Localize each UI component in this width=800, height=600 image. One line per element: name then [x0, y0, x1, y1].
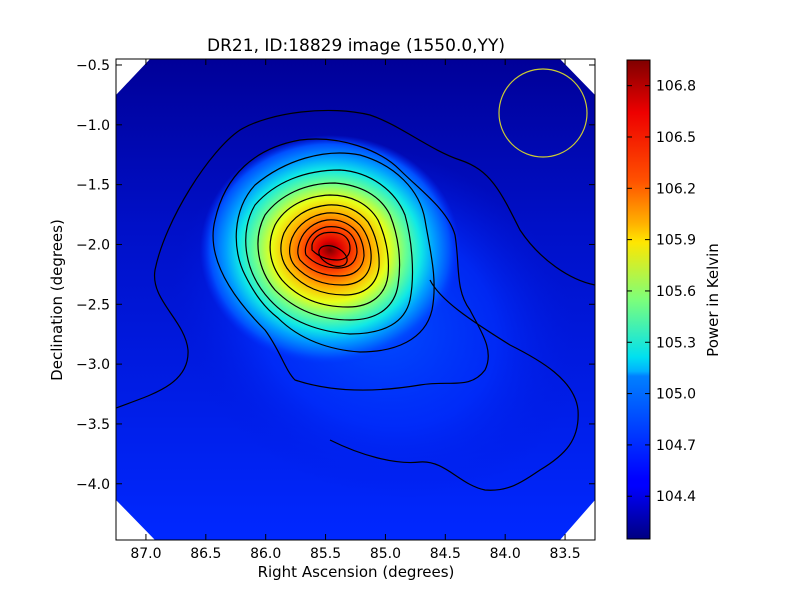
colorbar-tick-label: 106.5	[656, 130, 696, 146]
colorbar-tick-label: 104.7	[656, 438, 696, 454]
contour-level-7	[280, 204, 380, 296]
colorbar-gradient	[627, 60, 650, 539]
y-tick-label: −1.0	[76, 118, 110, 134]
x-tick-label: 83.5	[549, 546, 580, 562]
contour-level-8	[289, 212, 372, 286]
y-tick-label: −3.0	[76, 357, 110, 373]
colorbar-frame	[626, 59, 651, 540]
x-tick-label: 87.0	[130, 546, 161, 562]
corner-top-right	[560, 59, 595, 95]
colorbar-tick-label: 105.9	[656, 233, 696, 249]
heatmap-image	[116, 59, 595, 540]
contour-level-11	[311, 231, 351, 261]
chart-title: DR21, ID:18829 image (1550.0,YY)	[207, 36, 505, 56]
colorbar-tick-label: 105.3	[656, 335, 696, 351]
contour-level-9	[297, 219, 365, 277]
colorbar-label: Power in Kelvin	[704, 243, 722, 357]
contour-level-2	[212, 138, 489, 391]
contour-level-1	[116, 109, 595, 409]
contour-level-10	[304, 226, 358, 269]
contour-level-peak	[318, 245, 348, 267]
x-axis-label: Right Ascension (degrees)	[258, 563, 455, 581]
colorbar-tick-label: 106.8	[656, 79, 696, 95]
contour-level-5	[257, 182, 401, 321]
x-tick-label: 84.0	[490, 546, 521, 562]
x-tick-label: 86.5	[190, 546, 221, 562]
corner-bottom-left	[116, 500, 155, 540]
y-tick-label: −3.5	[76, 417, 110, 433]
plot-frame	[115, 58, 596, 541]
x-tick-label: 86.0	[250, 546, 281, 562]
colorbar-tick-label: 104.4	[656, 489, 696, 505]
y-tick-label: −1.5	[76, 178, 110, 194]
x-axis: 87.0 86.5 86.0 85.5 85.0 84.5 84.0 83.5	[130, 59, 581, 562]
colorbar-tick-label: 105.0	[656, 387, 696, 403]
x-tick-label: 84.5	[430, 546, 461, 562]
beam-circle	[498, 68, 588, 158]
x-tick-label: 85.5	[310, 546, 341, 562]
y-tick-label: −2.0	[76, 237, 110, 253]
y-axis: −0.5 −1.0 −1.5 −2.0 −2.5 −3.0 −3.5 −4.0	[76, 58, 595, 493]
contour-level-4	[245, 169, 414, 335]
colorbar-ticks: 104.4 104.7 105.0 105.3 105.6 105.9 106.2 106.5…	[627, 79, 696, 505]
y-tick-label: −4.0	[76, 477, 110, 493]
corner-bottom-right	[560, 500, 595, 540]
contour-level-6	[269, 194, 390, 308]
y-tick-label: −0.5	[76, 58, 110, 74]
colorbar-tick-label: 106.2	[656, 181, 696, 197]
contour-level-outer	[329, 279, 579, 491]
corner-top-left	[116, 59, 150, 95]
colorbar: 104.4 104.7 105.0 105.3 105.6 105.9 106.2 106.5…	[626, 59, 722, 540]
heatmap-peak-blob	[200, 135, 460, 365]
contour-lines	[116, 109, 595, 491]
colorbar-tick-label: 105.6	[656, 284, 696, 300]
y-tick-label: −2.5	[76, 297, 110, 313]
x-tick-label: 85.0	[370, 546, 401, 562]
contour-level-3	[235, 152, 435, 353]
y-axis-label: Declination (degrees)	[48, 219, 66, 381]
